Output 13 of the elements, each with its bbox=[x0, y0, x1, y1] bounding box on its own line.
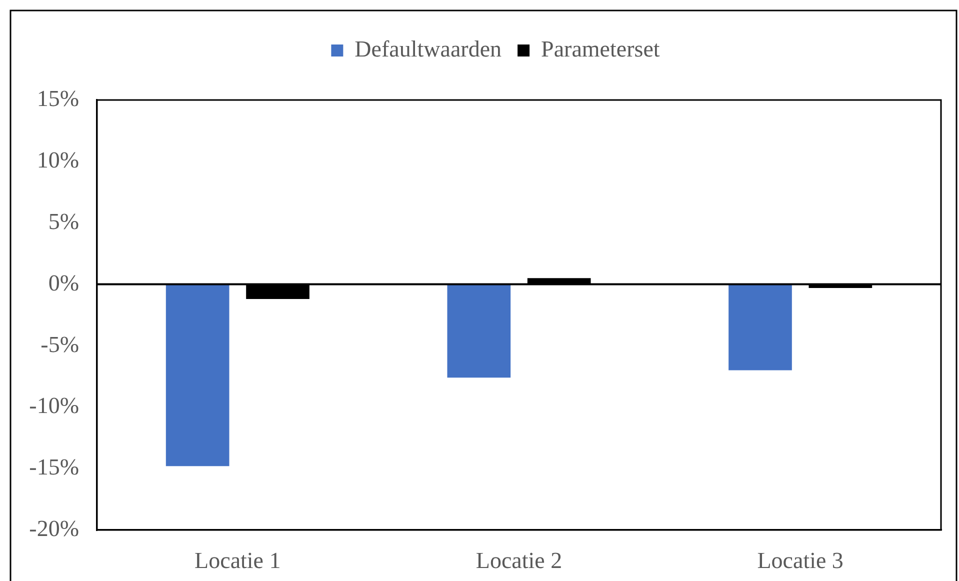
x-tick-label: Locatie 1 bbox=[194, 548, 281, 573]
y-tick-label: 10% bbox=[36, 147, 79, 172]
y-tick-label: 5% bbox=[48, 208, 79, 234]
y-tick-label: -5% bbox=[40, 332, 79, 357]
x-tick-label: Locatie 2 bbox=[476, 548, 562, 573]
y-tick-label: -15% bbox=[29, 454, 79, 480]
y-tick-label: -20% bbox=[29, 516, 79, 542]
x-tick-label: Locatie 3 bbox=[757, 548, 844, 573]
y-tick-label: 0% bbox=[48, 270, 79, 296]
legend-label: Parameterset bbox=[541, 36, 660, 62]
y-tick-label: -10% bbox=[29, 393, 79, 418]
y-tick-label: 15% bbox=[36, 86, 79, 112]
legend-label: Defaultwaarden bbox=[354, 36, 502, 62]
